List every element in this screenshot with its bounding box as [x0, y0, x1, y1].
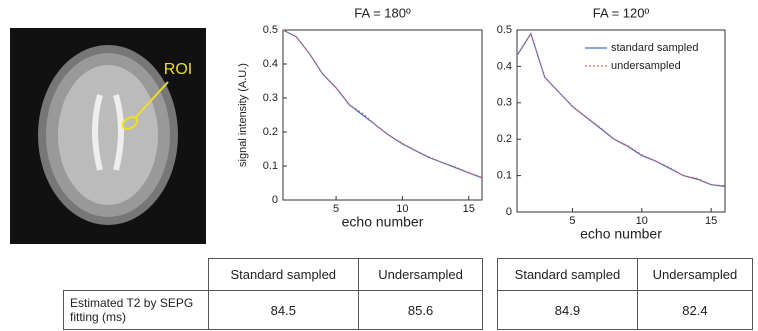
x-axis-label: echo number	[342, 214, 424, 230]
y-axis-label: signal intensity (A.U.)	[237, 63, 249, 167]
cell: 84.5	[208, 291, 359, 330]
y-tick-label: 0.3	[263, 92, 278, 104]
legend-label: standard sampled	[611, 42, 698, 54]
header-cell: Standard sampled	[498, 259, 638, 291]
y-tick-label: 0.4	[263, 58, 278, 70]
y-tick-label: 0.5	[497, 24, 512, 36]
y-tick-label: 0.4	[497, 60, 512, 72]
y-tick-label: 0	[272, 194, 278, 206]
plot-frame	[283, 30, 482, 200]
cell: 82.4	[637, 291, 752, 330]
roi-label: ROI	[164, 61, 192, 78]
x-tick-label: 5	[569, 215, 575, 227]
x-tick-label: 15	[463, 203, 475, 215]
chart-title: FA = 120º	[593, 5, 650, 20]
page: ROI FA = 180º signal intensity (A.U.) echo…	[0, 0, 758, 331]
row-label: Estimated T2 by SEPG fitting (ms)	[64, 291, 209, 330]
series-line	[283, 30, 482, 177]
x-tick-label: 5	[333, 203, 339, 215]
legend-label: undersampled	[611, 60, 681, 72]
y-tick-label: 0.1	[263, 160, 278, 172]
header-cell: Undersampled	[637, 259, 752, 291]
x-tick-label: 15	[705, 215, 717, 227]
x-axis-label: echo number	[580, 226, 662, 242]
blank-cell	[64, 259, 209, 291]
series-line	[517, 34, 725, 186]
header-cell: Undersampled	[359, 259, 483, 291]
header-cell: Standard sampled	[208, 259, 359, 291]
figure: ROI FA = 180º signal intensity (A.U.) echo…	[0, 0, 758, 250]
series-line	[517, 34, 725, 187]
y-tick-label: 0.5	[263, 24, 278, 36]
plot-frame	[517, 30, 725, 212]
series-line	[283, 30, 482, 178]
cell: 84.9	[498, 291, 638, 330]
chart-title: FA = 180º	[354, 5, 411, 20]
y-tick-label: 0.1	[497, 170, 512, 182]
y-tick-label: 0	[506, 206, 512, 218]
y-tick-label: 0.2	[263, 126, 278, 138]
y-tick-label: 0.3	[497, 97, 512, 109]
x-tick-label: 10	[636, 215, 648, 227]
x-tick-label: 10	[396, 203, 408, 215]
y-tick-label: 0.2	[497, 133, 512, 145]
cortex	[58, 65, 158, 205]
cell: 85.6	[359, 291, 483, 330]
